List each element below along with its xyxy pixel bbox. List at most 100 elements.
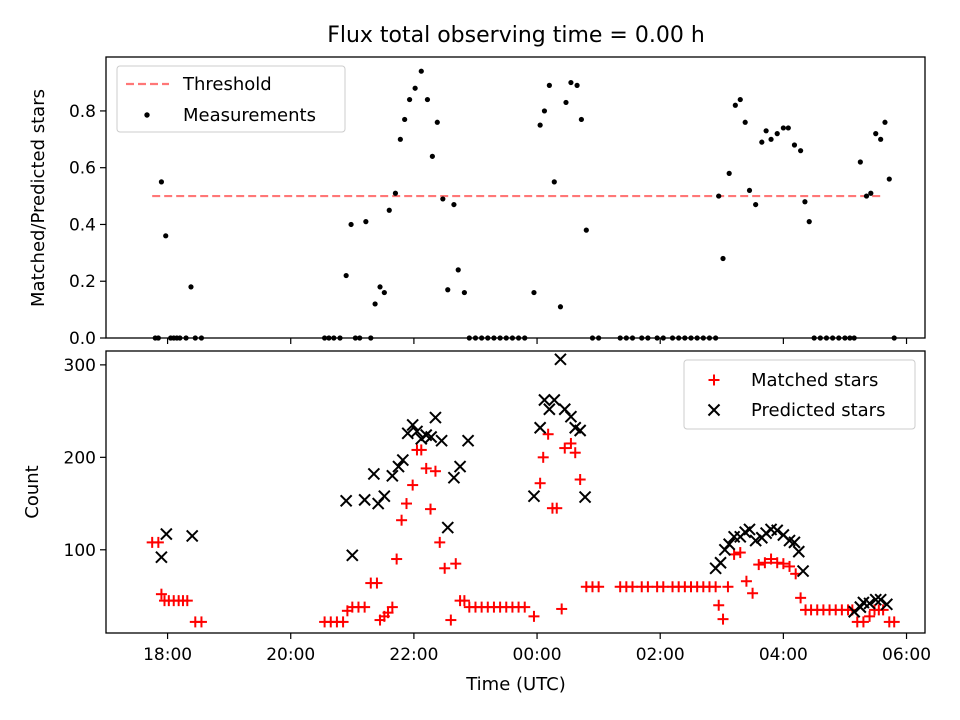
predicted-star-point	[396, 453, 410, 467]
measurement-point	[563, 99, 569, 106]
matched-star-point	[425, 503, 437, 515]
predicted-star-point	[847, 605, 861, 618]
measurement-point	[537, 122, 543, 128]
matched-star-point	[734, 547, 746, 559]
top-y-tick-label: 0.2	[69, 272, 96, 292]
measurement-point	[882, 119, 888, 125]
predicted-star-point-b	[578, 490, 592, 504]
matched-star-point	[401, 498, 413, 510]
predicted-star-point	[880, 598, 894, 611]
predicted-star-point-b	[346, 549, 359, 562]
predicted-star-point	[424, 430, 438, 444]
measurement-point	[726, 170, 732, 176]
matched-star-point	[359, 601, 371, 613]
measurement-point	[753, 201, 759, 208]
predicted-star-point-b	[564, 410, 578, 423]
legend-x-mark	[707, 403, 721, 417]
predicted-star-point-b	[771, 524, 784, 537]
predicted-star-point	[358, 493, 371, 507]
measurement-point	[802, 199, 808, 205]
predicted-star-point	[533, 421, 547, 434]
legend-measurements-swatch	[144, 112, 150, 118]
measurement-point	[785, 125, 791, 131]
predicted-star-point	[788, 536, 801, 549]
legend-predicted-label: Predicted stars	[751, 400, 885, 421]
measurement-point	[768, 136, 774, 142]
predicted-star-point-b	[401, 427, 414, 440]
predicted-star-point-b	[722, 538, 736, 551]
measurement-point	[780, 125, 786, 131]
measurement-point	[763, 128, 769, 134]
bottom-x-tick-label: 18:00	[143, 645, 192, 665]
matched-star-point	[420, 462, 432, 474]
legend-plus-mark	[708, 374, 720, 386]
matched-star-point	[415, 444, 427, 456]
matched-star-point	[753, 559, 765, 571]
predicted-star-point-b	[573, 424, 587, 437]
predicted-star-point-b	[406, 418, 419, 432]
predicted-star-point-b	[396, 453, 410, 467]
measurement-point	[377, 284, 383, 290]
matched-star-point	[777, 558, 789, 570]
matched-star-point	[569, 447, 581, 459]
predicted-star-point	[874, 593, 887, 606]
bottom-x-tick-label: 22:00	[389, 645, 438, 665]
bottom-legend: Matched stars Predicted stars	[683, 359, 916, 430]
predicted-star-point	[869, 593, 882, 606]
measurement-point	[873, 131, 879, 137]
matched-star-point	[439, 562, 451, 574]
matched-star-point	[450, 558, 462, 570]
predicted-star-point	[796, 564, 810, 578]
predicted-star-point-b	[527, 489, 541, 503]
matched-star-point	[795, 592, 807, 604]
bottom-y-tick-label: 100	[64, 541, 96, 561]
legend-predicted-swatch	[707, 403, 721, 417]
predicted-star-point	[155, 550, 168, 564]
predicted-star-point	[453, 460, 467, 473]
predicted-star-point	[543, 403, 556, 416]
measurement-point	[424, 96, 431, 103]
top-legend-box	[116, 65, 346, 133]
measurement-point	[551, 179, 557, 185]
matched-star-point	[888, 616, 900, 628]
predicted-star-point-b	[558, 403, 571, 416]
measurement-point	[445, 287, 451, 293]
predicted-star-point-b	[863, 597, 876, 610]
predicted-star-point-b	[441, 521, 454, 534]
bottom-y-tick-label: 300	[64, 356, 96, 376]
measurement-point	[392, 190, 399, 196]
predicted-star-point-b	[743, 523, 756, 536]
predicted-star-point	[160, 527, 173, 541]
measurement-point	[732, 102, 738, 108]
measurement-point	[774, 131, 780, 137]
predicted-star-point	[378, 489, 391, 503]
predicted-star-point	[401, 427, 414, 440]
predicted-star-point-b	[410, 425, 424, 438]
measurement-point	[541, 108, 548, 114]
measurement-point	[868, 190, 874, 196]
measurement-point	[806, 219, 812, 225]
matched-star-point	[391, 553, 403, 565]
predicted-star-point-b	[339, 494, 353, 507]
measurement-point	[158, 179, 165, 185]
predicted-star-point-b	[378, 489, 391, 503]
predicted-star-point	[441, 521, 454, 534]
top-x-axis	[166, 338, 908, 344]
predicted-star-point-b	[358, 493, 371, 507]
bottom-x-tick-label: 06:00	[882, 645, 931, 665]
predicted-star-point	[792, 545, 805, 558]
measurement-point	[429, 153, 435, 159]
predicted-star-point	[346, 549, 359, 562]
predicted-star-point-b	[392, 460, 405, 473]
matched-star-point	[534, 477, 546, 489]
matched-star-point	[857, 616, 869, 628]
matched-star-point	[429, 465, 441, 477]
matched-star-point	[556, 603, 568, 615]
top-y-tick-label: 0.8	[69, 102, 96, 122]
predicted-star-point-b	[420, 428, 433, 442]
measurement-point	[791, 142, 798, 148]
measurement-point	[363, 219, 369, 225]
measurement-point	[878, 136, 884, 142]
matched-star-point	[722, 581, 734, 593]
